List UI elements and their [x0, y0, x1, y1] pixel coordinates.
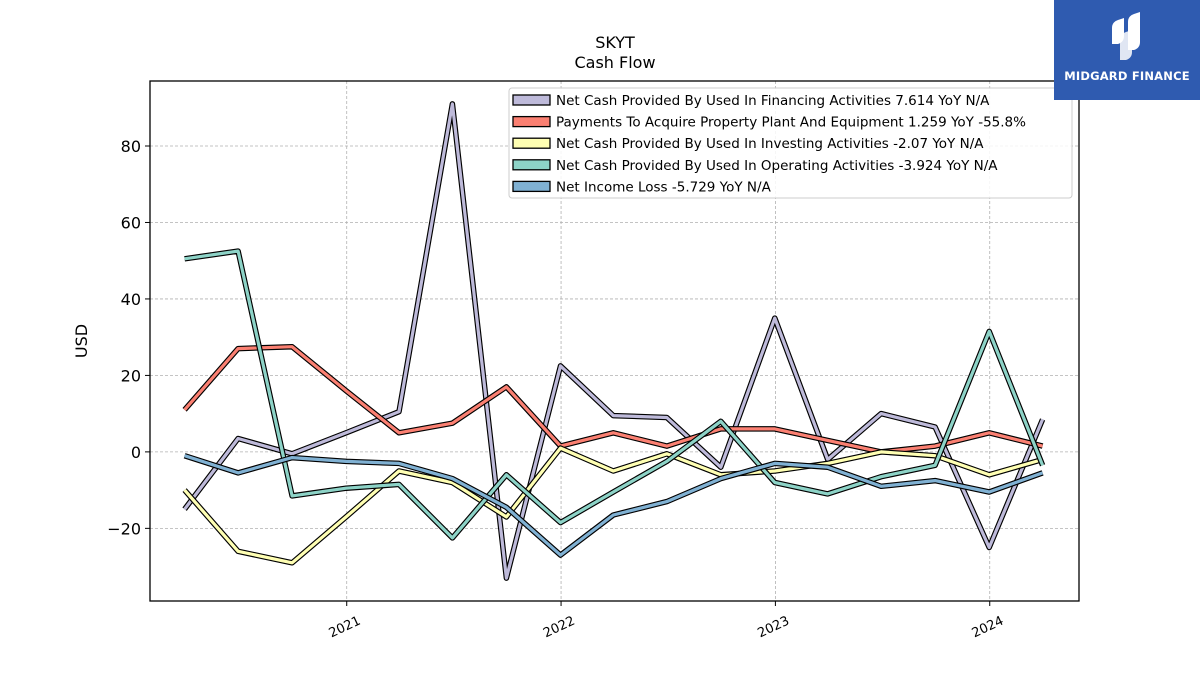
brand-mark-icon: [1112, 12, 1140, 60]
legend-label-4: Net Cash Provided By Used In Operating A…: [556, 158, 998, 174]
series-line-2: [183, 345, 1043, 454]
series-line-3: [183, 446, 1044, 565]
legend-swatch-2: [512, 115, 551, 128]
series-line-4: [184, 249, 1045, 540]
x-tick-label: 2024: [970, 614, 1006, 642]
legend-label-5: Net Income Loss -5.729 YoY N/A: [556, 179, 772, 195]
y-tick-label: 80: [121, 137, 141, 156]
y-axis-label: USD: [72, 324, 91, 358]
legend-label-2: Payments To Acquire Property Plant And E…: [556, 115, 1026, 131]
y-tick-label: 0: [131, 443, 141, 462]
legend-swatch-4: [512, 159, 551, 171]
y-tick-label: 20: [121, 366, 141, 385]
series-lines: [182, 101, 1046, 581]
x-tick-label: 2023: [755, 614, 791, 642]
y-tick-label: 40: [121, 290, 141, 309]
x-tick-label: 2021: [327, 614, 363, 642]
legend-swatch-3: [512, 137, 551, 149]
legend: Net Cash Provided By Used In Financing A…: [508, 87, 1073, 199]
y-tick-label: −20: [107, 519, 141, 538]
series-line-1: [183, 102, 1045, 580]
legend-label-1: Net Cash Provided By Used In Financing A…: [556, 93, 990, 109]
x-tick-label: 2022: [541, 614, 577, 642]
brand-name: MIDGARD FINANCE: [1064, 69, 1190, 83]
legend-box: [508, 87, 1073, 199]
series-line-5: [184, 454, 1044, 557]
series-outline-4: [184, 248, 1046, 541]
plot-frame: [149, 80, 1080, 602]
legend-swatch-5: [512, 180, 551, 193]
legend-label-3: Net Cash Provided By Used In Investing A…: [556, 136, 984, 152]
chart-title: SKYT: [595, 33, 635, 52]
chart-subtitle: Cash Flow: [574, 53, 655, 72]
brand-logo: MIDGARD FINANCE: [1054, 0, 1200, 100]
y-tick-label: 60: [121, 213, 141, 232]
legend-swatch-1: [512, 94, 551, 106]
